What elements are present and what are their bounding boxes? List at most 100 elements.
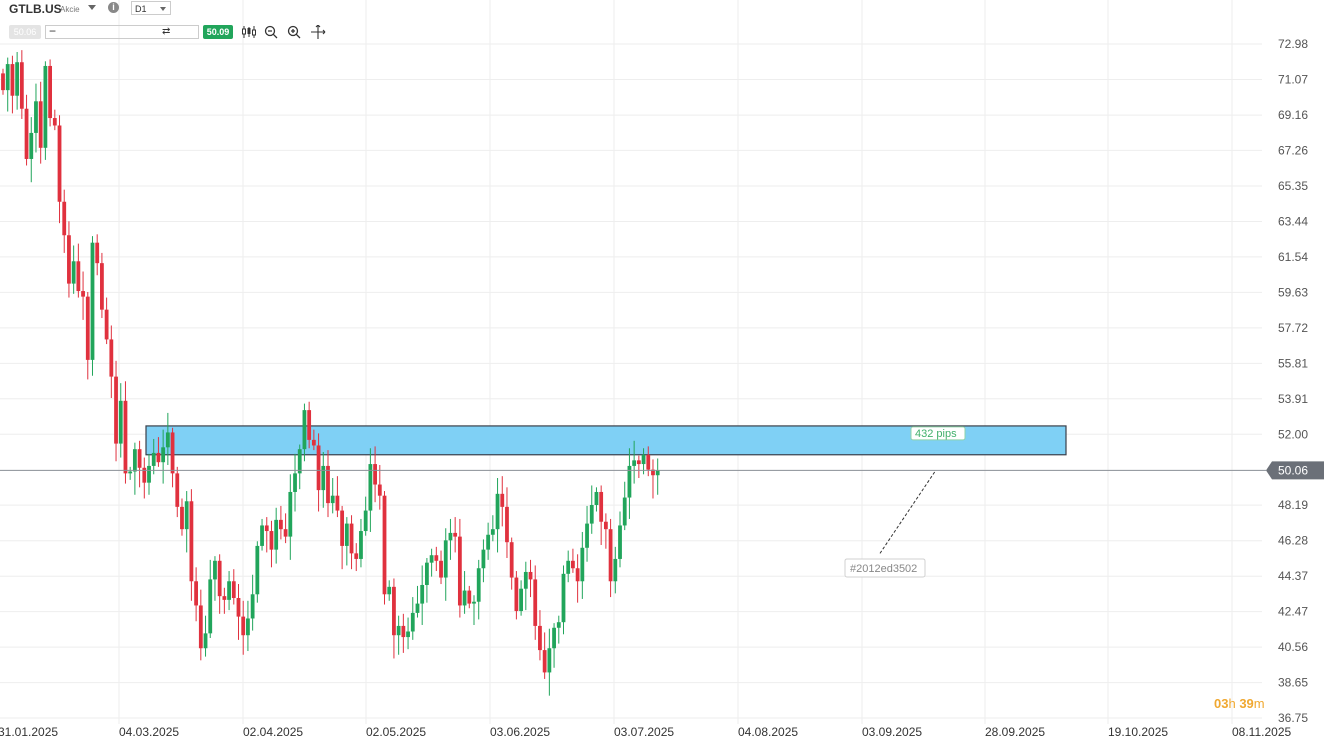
candle-body	[151, 452, 156, 466]
candle-body	[509, 542, 514, 578]
x-tick-label: 28.09.2025	[985, 725, 1045, 739]
x-tick-label: 03.07.2025	[614, 725, 674, 739]
candle-body	[236, 598, 241, 617]
x-tick-label: 02.05.2025	[366, 725, 426, 739]
candle-body	[123, 400, 128, 474]
candle-body	[90, 242, 95, 360]
x-tick-label: 02.04.2025	[243, 725, 303, 739]
current-price-tag	[1266, 461, 1324, 480]
y-tick-label: 57.72	[1278, 321, 1308, 335]
candle-body	[556, 622, 561, 628]
candle-body	[231, 581, 236, 599]
symbol-type: Akcie	[60, 5, 80, 14]
chart-toolbar: GTLB.US Akcie i D1 50.06 − ⇄ + 50.09	[0, 0, 340, 44]
time-axis: 31.01.2025 04.03.2025 02.04.2025 02.05.2025…	[0, 725, 1291, 739]
candle-body	[392, 586, 396, 636]
candle-body	[589, 504, 594, 524]
candle-body	[29, 132, 34, 159]
candle-body	[189, 501, 194, 582]
candle-body	[67, 235, 71, 284]
x-tick-label: 03.06.2025	[490, 725, 550, 739]
candle-body	[622, 497, 627, 526]
y-tick-label: 63.44	[1278, 214, 1308, 228]
candle-body	[302, 410, 307, 450]
candle-body	[10, 64, 15, 96]
candle-body	[368, 464, 373, 511]
candle-body	[571, 560, 575, 569]
symbol-dropdown-icon[interactable]	[88, 5, 96, 10]
candle-body	[222, 596, 227, 600]
candle-body	[613, 558, 618, 582]
candle-body	[439, 560, 443, 578]
candle-body	[198, 605, 203, 649]
candle-body	[52, 118, 57, 126]
y-tick-label: 38.65	[1278, 676, 1308, 690]
candle-body	[486, 534, 491, 550]
candle-body	[401, 625, 406, 638]
candle-body	[213, 560, 217, 580]
candle-body	[655, 470, 660, 476]
candles-icon[interactable]	[241, 25, 257, 42]
candle-body	[495, 493, 500, 530]
y-tick-label: 67.26	[1278, 143, 1308, 157]
countdown-hours-unit: h	[1228, 696, 1236, 711]
candle-body	[57, 125, 62, 202]
x-tick-label: 19.10.2025	[1108, 725, 1168, 739]
candle-body	[118, 400, 123, 444]
candle-body	[81, 291, 85, 297]
candle-body	[415, 603, 420, 613]
candle-body	[566, 560, 571, 574]
y-tick-label: 44.37	[1278, 569, 1308, 583]
x-tick-label: 31.01.2025	[0, 725, 58, 739]
quantity-stepper[interactable]: − ⇄ +	[45, 24, 214, 39]
overlays: 50.06 432 pips #2012ed3502	[0, 426, 1324, 578]
candle-body	[114, 376, 118, 444]
candle-body	[528, 571, 533, 580]
info-icon[interactable]: i	[108, 2, 119, 13]
timeframe-select[interactable]: D1	[131, 1, 171, 15]
zoom-out-icon[interactable]	[264, 25, 278, 42]
y-tick-label: 65.35	[1278, 179, 1308, 193]
candle-body	[514, 577, 519, 612]
candle-body	[533, 579, 538, 626]
candle-body	[100, 263, 104, 310]
candle-body	[420, 584, 425, 604]
candle-body	[538, 625, 542, 651]
zoom-in-icon[interactable]	[287, 25, 301, 42]
candle-body	[142, 467, 147, 483]
candle-body	[24, 108, 29, 159]
trend-line	[879, 471, 936, 554]
candle-body	[19, 62, 24, 109]
y-tick-label: 59.63	[1278, 285, 1308, 299]
candle-body	[321, 465, 326, 491]
price-axis: 72.98 71.07 69.16 67.26 65.35 63.44 61.54 59.63…	[1278, 37, 1308, 725]
candles	[1, 50, 660, 696]
candle-body	[500, 493, 505, 507]
candle-body	[519, 588, 523, 612]
y-tick-label: 55.81	[1278, 356, 1308, 370]
candle-body	[326, 465, 330, 504]
candle-body	[646, 454, 651, 470]
candle-body	[137, 449, 142, 468]
candle-body	[15, 62, 20, 96]
buy-button[interactable]: 50.09	[203, 25, 233, 39]
decrease-button[interactable]: −	[49, 24, 57, 38]
symbol-name[interactable]: GTLB.US	[9, 2, 62, 16]
drawing-id-label: #2012ed3502	[850, 563, 917, 575]
y-tick-label: 48.19	[1278, 498, 1308, 512]
candle-body	[156, 452, 161, 463]
sell-button[interactable]: 50.06	[9, 25, 41, 39]
candle-body	[344, 523, 349, 546]
candle-countdown: 03h 39m	[1214, 696, 1265, 711]
candle-body	[505, 506, 509, 543]
y-tick-label: 46.28	[1278, 534, 1308, 548]
swap-icon[interactable]: ⇄	[162, 26, 171, 37]
candle-body	[429, 555, 434, 563]
candle-body	[382, 495, 387, 595]
timeframe-value: D1	[135, 4, 147, 14]
crosshair-icon[interactable]	[311, 24, 327, 42]
candle-body	[293, 473, 297, 492]
candle-body	[472, 601, 476, 604]
y-tick-label: 52.00	[1278, 427, 1308, 441]
